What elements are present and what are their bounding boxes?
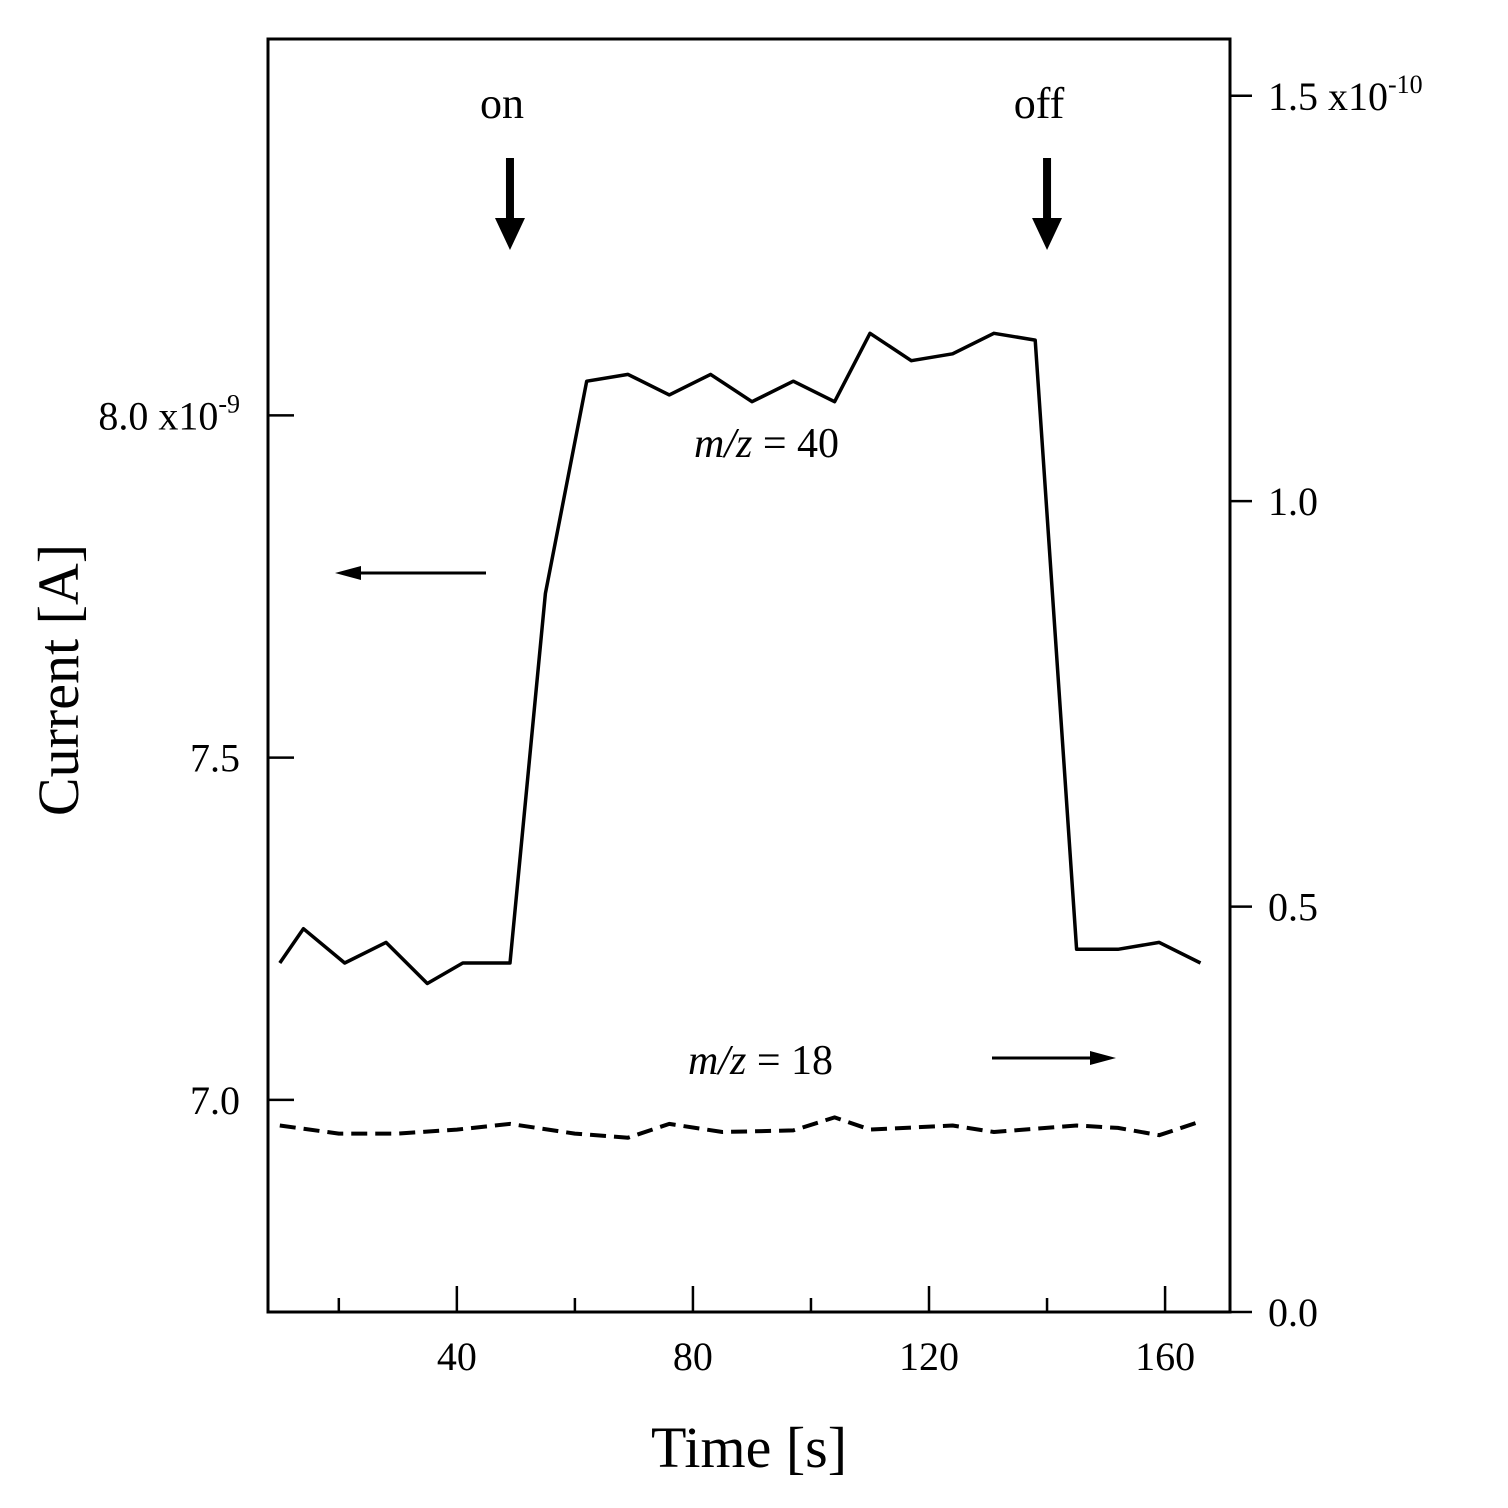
x-tick-label: 120 [899, 1334, 959, 1379]
left-y-tick-label: 7.5 [190, 736, 240, 781]
x-tick-label: 40 [437, 1334, 477, 1379]
on-arrow-icon [494, 158, 525, 250]
annotation-layer: on off m/z = 40 m/z = 18 [335, 79, 1116, 1084]
plot-frame [266, 37, 1232, 1314]
left-y-tick-label: 7.0 [190, 1078, 240, 1123]
y-axis-title: Current [A] [26, 544, 91, 816]
series-layer [278, 331, 1202, 1140]
left-y-tick-label: 8.0 x10-9 [98, 389, 240, 438]
right-y-tick-label: 0.0 [1268, 1290, 1318, 1335]
left-axis-arrow-icon [335, 566, 486, 580]
right-y-tick-label: 0.5 [1268, 885, 1318, 930]
x-tick-label: 80 [673, 1334, 713, 1379]
series-label-mz40: m/z = 40 [694, 421, 839, 467]
series-line-mz18 [279, 1115, 1202, 1140]
off-arrow-icon [1032, 158, 1063, 250]
series-line-mz40 [278, 331, 1202, 986]
annotation-on: on [480, 79, 524, 128]
x-axis-title: Time [s] [651, 1415, 847, 1480]
x-tick-label: 160 [1135, 1334, 1195, 1379]
tick-marks [268, 94, 1252, 1314]
tick-labels: 40 80 120 160 7.0 7.5 8.0 x10-9 0.0 0.5 1.0 1.5 x1… [98, 70, 1422, 1379]
series-label-mz18: m/z = 18 [688, 1038, 833, 1084]
right-y-tick-label: 1.5 x10-10 [1268, 70, 1423, 119]
right-y-tick-label: 1.0 [1268, 479, 1318, 524]
annotation-off: off [1014, 79, 1065, 128]
right-axis-arrow-icon [992, 1051, 1116, 1065]
